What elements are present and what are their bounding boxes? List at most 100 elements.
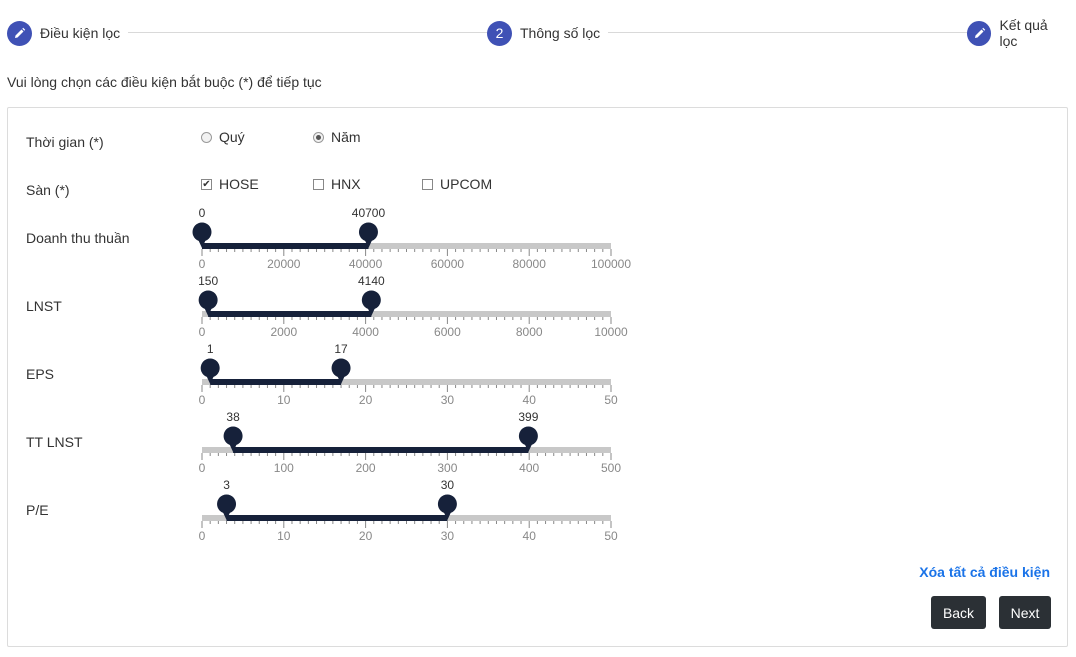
slider-tick-label: 400 <box>519 461 539 475</box>
slider-tick-label: 0 <box>199 325 206 339</box>
slider-svg: 0 10 20 30 40 50 3 30 <box>199 478 618 543</box>
pe-slider[interactable]: 0 10 20 30 40 50 3 30 <box>196 472 618 543</box>
slider-tick-label: 2000 <box>270 325 297 339</box>
checkbox-hnx[interactable]: HNX <box>313 176 361 192</box>
handle-value-label: 150 <box>198 274 218 288</box>
slider-tick-label: 6000 <box>434 325 461 339</box>
pencil-icon <box>967 20 992 46</box>
slider-high-handle[interactable] <box>437 494 457 521</box>
handle-value-label: 0 <box>199 206 206 220</box>
slider-tick-label: 30 <box>441 393 455 407</box>
slider-tick-label: 20000 <box>267 257 301 271</box>
slider-label: TT LNST <box>26 434 83 450</box>
slider-svg: 0 20000 40000 60000 80000 100000 0 40700 <box>192 206 631 271</box>
time-label: Thời gian (*) <box>26 134 104 150</box>
profit-slider[interactable]: 0 2000 4000 6000 8000 10000 150 4140 <box>196 268 628 339</box>
slider-tick-label: 10 <box>277 529 291 543</box>
slider-low-handle[interactable] <box>223 426 243 453</box>
slider-low-handle[interactable] <box>200 358 220 385</box>
checkbox-label: UPCOM <box>440 176 493 192</box>
radio-button[interactable] <box>313 131 324 143</box>
step-filter-params[interactable]: 2 Thông số lọc <box>487 20 609 46</box>
handle-knob <box>198 290 218 310</box>
checkbox-label: HNX <box>331 176 361 192</box>
handle-knob <box>331 358 351 378</box>
instruction-text: Vui lòng chọn các điều kiện bắt buộc (*)… <box>7 74 322 90</box>
slider-low-handle[interactable] <box>217 494 237 521</box>
radio-year[interactable]: Năm <box>313 129 361 145</box>
handle-knob <box>223 426 243 446</box>
radio-label: Năm <box>331 129 361 145</box>
step-number: 2 <box>487 20 512 46</box>
slider-tick-label: 10000 <box>594 325 628 339</box>
handle-knob <box>358 222 378 242</box>
handle-knob <box>518 426 538 446</box>
handle-value-label: 4140 <box>358 274 385 288</box>
handle-value-label: 399 <box>518 410 538 424</box>
slider-tick-label: 60000 <box>431 257 465 271</box>
slider-range <box>210 379 342 385</box>
slider-range <box>226 515 448 521</box>
slider-tick-label: 300 <box>437 461 457 475</box>
checkbox[interactable]: ✔ <box>201 178 212 190</box>
slider-tick-label: 10 <box>277 393 291 407</box>
slider-svg: 0 10 20 30 40 50 1 17 <box>199 342 618 407</box>
slider-track <box>202 243 611 249</box>
handle-knob <box>217 494 237 514</box>
checkbox-upcom[interactable]: UPCOM <box>422 176 492 192</box>
handle-knob <box>437 494 457 514</box>
slider-tick-label: 50 <box>604 529 618 543</box>
slider-tick-label: 500 <box>601 461 621 475</box>
step-connector <box>120 32 490 33</box>
slider-label: LNST <box>26 298 62 314</box>
slider-tick-label: 0 <box>199 529 206 543</box>
slider-low-handle[interactable] <box>192 222 212 249</box>
handle-value-label: 40700 <box>352 206 386 220</box>
handle-value-label: 3 <box>223 478 230 492</box>
slider-tick-label: 40 <box>523 529 537 543</box>
slider-label: Doanh thu thuần <box>26 230 130 246</box>
next-button[interactable]: Next <box>999 596 1051 629</box>
handle-knob <box>192 222 212 242</box>
eps-slider[interactable]: 0 10 20 30 40 50 1 17 <box>196 336 618 407</box>
slider-high-handle[interactable] <box>358 222 378 249</box>
checkbox-hose[interactable]: ✔ HOSE <box>201 176 259 192</box>
checkbox[interactable] <box>313 178 324 190</box>
slider-tick-label: 30 <box>441 529 455 543</box>
handle-knob <box>361 290 381 310</box>
step-filter-conditions[interactable]: Điều kiện lọc <box>7 20 129 46</box>
slider-range <box>208 311 372 317</box>
checkbox[interactable] <box>422 178 433 190</box>
checkbox-label: HOSE <box>219 176 259 192</box>
revenue-slider[interactable]: 0 20000 40000 60000 80000 100000 0 40700 <box>192 200 631 271</box>
slider-tick-label: 20 <box>359 529 373 543</box>
stepper: Điều kiện lọc 2 Thông số lọc Kết quả lọc <box>0 0 1076 64</box>
slider-high-handle[interactable] <box>518 426 538 453</box>
slider-tick-label: 0 <box>199 461 206 475</box>
back-button[interactable]: Back <box>931 596 986 629</box>
radio-quarter[interactable]: Quý <box>201 129 245 145</box>
slider-tick-label: 100000 <box>591 257 631 271</box>
step-connector <box>600 32 970 33</box>
clear-all-link[interactable]: Xóa tất cả điều kiện <box>919 564 1050 580</box>
handle-knob <box>200 358 220 378</box>
exchange-label: Sàn (*) <box>26 182 70 198</box>
slider-tick-label: 4000 <box>352 325 379 339</box>
handle-value-label: 1 <box>207 342 214 356</box>
radio-button[interactable] <box>201 131 212 143</box>
slider-svg: 0 2000 4000 6000 8000 10000 150 4140 <box>198 274 628 339</box>
pencil-icon <box>7 20 32 46</box>
slider-range <box>233 447 529 453</box>
slider-high-handle[interactable] <box>361 290 381 317</box>
step-filter-results[interactable]: Kết quả lọc <box>967 17 1076 49</box>
slider-low-handle[interactable] <box>198 290 218 317</box>
handle-value-label: 17 <box>334 342 348 356</box>
slider-tick-label: 80000 <box>513 257 547 271</box>
slider-high-handle[interactable] <box>331 358 351 385</box>
step-label: Kết quả lọc <box>999 17 1076 49</box>
profit-growth-slider[interactable]: 0 100 200 300 400 500 38 399 <box>196 404 622 475</box>
radio-label: Quý <box>219 129 245 145</box>
slider-range <box>202 243 369 249</box>
slider-tick-label: 200 <box>356 461 376 475</box>
slider-tick-label: 0 <box>199 393 206 407</box>
